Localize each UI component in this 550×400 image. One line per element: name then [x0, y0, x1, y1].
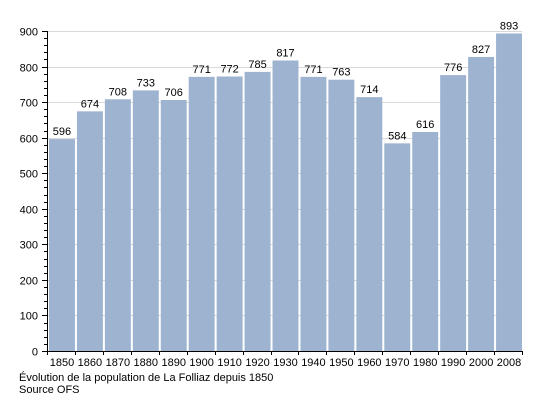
x-axis-tick-label: 1870: [106, 357, 130, 369]
y-axis-minor-ticks: [44, 38, 47, 345]
bar: [104, 99, 131, 352]
x-axis-tick-label: 1880: [134, 357, 158, 369]
bar: [244, 71, 271, 351]
bar-value-label: 674: [81, 98, 99, 110]
x-axis-tick-label: 1930: [273, 357, 297, 369]
x-axis-tick-label: 1980: [413, 357, 437, 369]
y-axis-tick-label: 800: [20, 63, 38, 75]
bar-value-label: 785: [248, 59, 266, 71]
bar: [384, 143, 411, 351]
bar-value-label: 584: [388, 130, 406, 142]
chart-source: Source OFS: [19, 384, 80, 396]
bar: [468, 56, 495, 351]
y-axis-tick-label: 300: [20, 240, 38, 252]
bar-chart: 0 100 200 300 400 500 600 700 800 900 1850 1860 187…: [20, 20, 523, 369]
bar-value-label: 772: [220, 64, 238, 76]
x-axis-tick-label: 1850: [50, 357, 74, 369]
bar: [272, 60, 299, 352]
bar-value-label: 893: [500, 20, 518, 32]
x-axis-tick-label: 2008: [497, 357, 521, 369]
y-axis-tick-labels: 0 100 200 300 400 500 600 700 800 900: [20, 27, 38, 359]
x-axis-tick-label: 1940: [301, 357, 325, 369]
bar: [412, 131, 439, 351]
x-axis-tick-label: 1900: [189, 357, 213, 369]
bar: [132, 90, 159, 351]
bar: [49, 139, 75, 351]
x-axis-tick-label: 1970: [385, 357, 409, 369]
x-axis-tick-label: 2000: [469, 357, 493, 369]
bar: [188, 76, 215, 351]
x-axis-tick-label: 1950: [329, 357, 353, 369]
bar: [356, 97, 383, 351]
bar-value-label: 733: [137, 77, 155, 89]
bar-value-label: 771: [304, 64, 322, 76]
x-axis-tick-label: 1990: [441, 357, 465, 369]
bar-value-label: 616: [416, 119, 434, 131]
bar: [496, 33, 522, 351]
bar-value-label: 817: [276, 48, 294, 60]
bar-value-label: 771: [192, 64, 210, 76]
bar: [440, 75, 467, 351]
y-axis-tick-label: 100: [20, 311, 38, 323]
y-axis-tick-label: 400: [20, 205, 38, 217]
bars: [49, 33, 522, 352]
data-labels: 596 674 708 733 706 771 772 785 817 771 763 714 584 6…: [53, 20, 518, 142]
bar: [160, 99, 187, 351]
y-axis-tick-label: 200: [20, 276, 38, 288]
bar-value-label: 827: [472, 44, 490, 56]
x-axis-tick-label: 1910: [217, 357, 241, 369]
bar-value-label: 763: [332, 67, 350, 79]
bar-value-label: 714: [360, 84, 378, 96]
bar-value-label: 708: [109, 86, 127, 98]
axes: [42, 31, 523, 355]
x-axis-tick-label: 1890: [161, 357, 185, 369]
bar: [76, 111, 103, 351]
bar-value-label: 706: [165, 87, 183, 99]
x-axis-tick-label: 1960: [357, 357, 381, 369]
y-axis-tick-label: 700: [20, 98, 38, 110]
y-axis-tick-label: 0: [32, 347, 38, 359]
y-axis-tick-label: 900: [20, 27, 38, 39]
bar: [300, 76, 327, 351]
y-axis-tick-label: 500: [20, 169, 38, 181]
x-axis-tick-label: 1860: [78, 357, 102, 369]
chart-caption: Évolution de la population de La Folliaz…: [19, 372, 274, 384]
bar-value-label: 596: [53, 126, 71, 138]
bar-value-label: 776: [444, 62, 462, 74]
x-axis-tick-labels: 1850 1860 1870 1880 1890 1900 1910 1920 1930 1940…: [50, 357, 522, 369]
bar: [328, 79, 355, 351]
y-axis-tick-label: 600: [20, 134, 38, 146]
x-axis-tick-label: 1920: [245, 357, 269, 369]
bar: [216, 76, 243, 351]
